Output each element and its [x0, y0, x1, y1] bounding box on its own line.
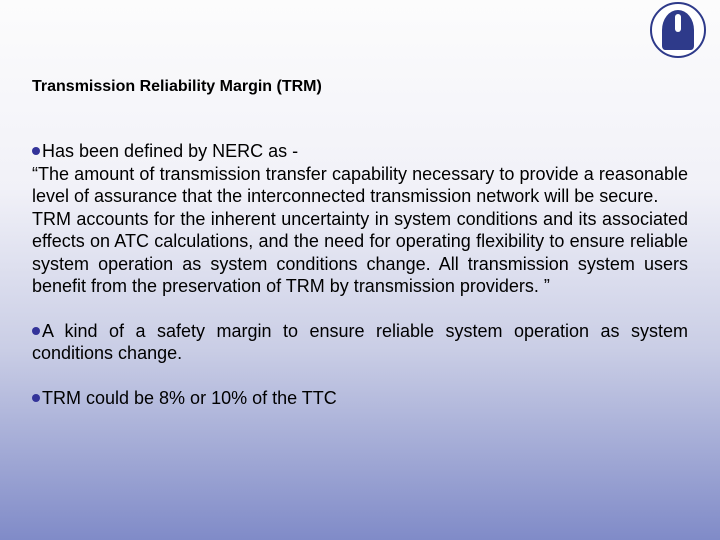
- logo-ring: [650, 2, 706, 58]
- bullet-2-lead: A kind of a safety margin to ensure reli…: [32, 321, 688, 364]
- bullet-1-para1: “The amount of transmission transfer cap…: [32, 163, 688, 208]
- page-title: Transmission Reliability Margin (TRM): [32, 78, 322, 96]
- bullet-1-para2: TRM accounts for the inherent uncertaint…: [32, 208, 688, 298]
- bullet-icon: [32, 147, 40, 155]
- bullet-icon: [32, 394, 40, 402]
- bullet-3-lead: TRM could be 8% or 10% of the TTC: [42, 388, 337, 408]
- logo-inner-shape: [662, 10, 694, 50]
- bullet-item-2: A kind of a safety margin to ensure reli…: [32, 320, 688, 365]
- bullet-item-1: Has been defined by NERC as - “The amoun…: [32, 140, 688, 298]
- content-area: Has been defined by NERC as - “The amoun…: [32, 140, 688, 431]
- posoco-logo: [650, 2, 710, 62]
- bullet-icon: [32, 327, 40, 335]
- bullet-1-lead: Has been defined by NERC as -: [42, 141, 298, 161]
- bullet-item-3: TRM could be 8% or 10% of the TTC: [32, 387, 688, 410]
